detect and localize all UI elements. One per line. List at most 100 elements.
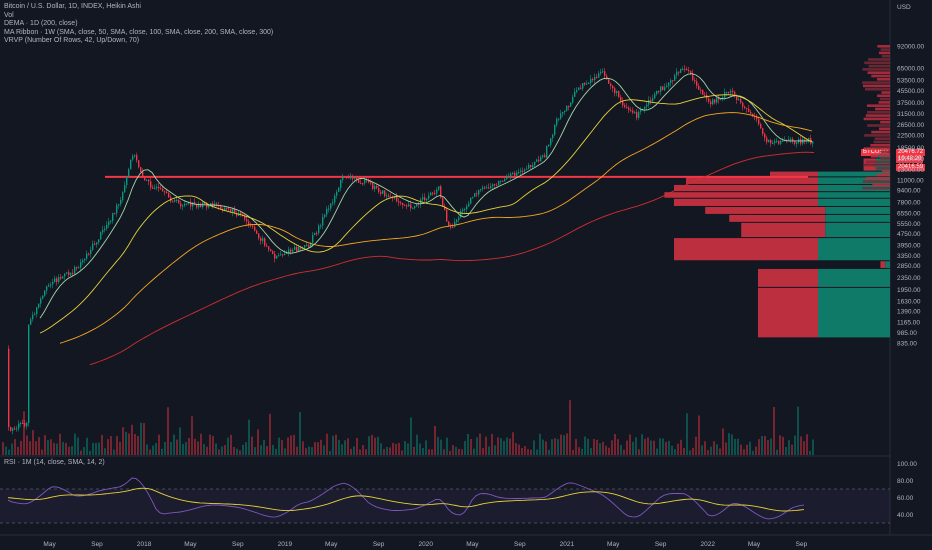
candle-body — [526, 168, 528, 170]
candle-body — [160, 188, 162, 190]
price-tick-label: 9400.00 — [897, 188, 921, 195]
volume-bar — [296, 446, 298, 455]
candle-body — [362, 183, 364, 185]
candle-body — [796, 142, 798, 144]
candle-body — [554, 125, 556, 135]
vp-upper-row — [880, 150, 890, 154]
candle-body — [668, 82, 670, 86]
legend-vrvp[interactable]: VRVP (Number Of Rows, 42, Up/Down, 70) — [4, 37, 140, 45]
vp-up-bar — [818, 192, 890, 198]
vp-upper-row — [862, 81, 890, 84]
legend-title[interactable]: Bitcoin / U.S. Dollar, 1D, INDEX, Heikin… — [4, 3, 141, 10]
volume-bar — [14, 439, 16, 455]
candle-body — [730, 90, 732, 93]
candle-body — [718, 97, 720, 100]
volume-bar — [380, 443, 382, 455]
vp-upper-row — [881, 170, 890, 173]
candle-body — [678, 71, 680, 73]
candle-body — [324, 214, 326, 218]
legend-vol[interactable]: Vol — [4, 11, 14, 19]
candle-body — [316, 232, 318, 234]
candle-body — [674, 75, 676, 81]
candle-body — [608, 79, 610, 84]
candle-body — [686, 68, 688, 71]
candle-body — [490, 185, 492, 188]
volume-bar — [47, 440, 49, 455]
candle-body — [782, 140, 784, 142]
volume-bar — [503, 440, 505, 455]
ma100-line — [39, 94, 813, 334]
candle-body — [492, 184, 494, 186]
candle-body — [352, 175, 354, 179]
candle-body — [770, 139, 772, 144]
candle-body — [800, 139, 802, 144]
candle-body — [8, 348, 10, 428]
volume-bar — [224, 445, 226, 455]
candle-body — [26, 423, 28, 427]
candle-body — [656, 91, 658, 95]
legend-dema[interactable]: DEMA · 1D (200, close) — [4, 20, 78, 28]
volume-bar — [479, 433, 481, 455]
candle-body — [280, 254, 282, 256]
vp-upper-row — [868, 58, 890, 61]
candle-body — [318, 225, 320, 233]
volume-bar — [299, 412, 301, 455]
volume-bar — [674, 449, 676, 455]
volume-bar — [65, 442, 67, 455]
volume-bar — [389, 447, 391, 455]
volume-bar — [101, 434, 103, 455]
vp-upper-row — [862, 186, 890, 190]
volume-bar — [737, 438, 739, 455]
candle-body — [504, 179, 506, 182]
vp-upper-row — [874, 137, 890, 140]
volume-bar — [329, 450, 331, 455]
ma50-line — [39, 73, 812, 319]
candle-body — [522, 170, 524, 172]
candle-body — [566, 106, 568, 111]
volume-bar — [278, 437, 280, 455]
vp-up-bar — [825, 206, 890, 214]
candle-body — [588, 82, 590, 84]
candle-body — [148, 179, 150, 182]
candle-body — [76, 267, 78, 269]
volume-bar — [488, 446, 490, 455]
candle-body — [336, 191, 338, 196]
volume-bar — [695, 436, 697, 455]
candle-body — [472, 196, 474, 198]
volume-bar — [416, 434, 418, 455]
candle-body — [250, 224, 252, 226]
candle-body — [752, 113, 754, 117]
candle-body — [288, 249, 290, 253]
candle-body — [456, 219, 458, 222]
candle-body — [544, 155, 546, 158]
price-tick-label: 7800.00 — [897, 199, 921, 206]
volume-bar — [20, 440, 22, 455]
candle-body — [348, 177, 350, 179]
volume-bar — [506, 437, 508, 455]
candle-body — [636, 112, 638, 118]
volume-bar — [404, 441, 406, 455]
legend-rsi[interactable]: RSI · 1M (14, close, SMA, 14, 2) — [4, 459, 105, 466]
candle-body — [766, 137, 768, 143]
candle-body — [570, 102, 572, 107]
candle-body — [190, 201, 192, 207]
vp-up-bar — [818, 177, 890, 184]
candle-body — [508, 175, 510, 177]
candle-body — [354, 177, 356, 179]
candle-body — [70, 272, 72, 276]
candle-body — [86, 253, 88, 259]
time-tick-label: Sep — [91, 541, 103, 548]
candle-body — [404, 205, 406, 207]
candle-body — [298, 246, 300, 252]
candle-body — [768, 139, 770, 143]
volume-bar — [575, 439, 577, 455]
legend-ma-ribbon[interactable]: MA Ribbon · 1W (SMA, close, 50, SMA, clo… — [4, 28, 274, 36]
vp-down-bar — [758, 268, 818, 287]
candle-body — [726, 91, 728, 93]
volume-bar — [407, 443, 409, 455]
volume-bar — [116, 436, 118, 455]
candle-body — [438, 186, 440, 190]
candle-body — [350, 175, 352, 179]
volume-bar — [791, 444, 793, 455]
